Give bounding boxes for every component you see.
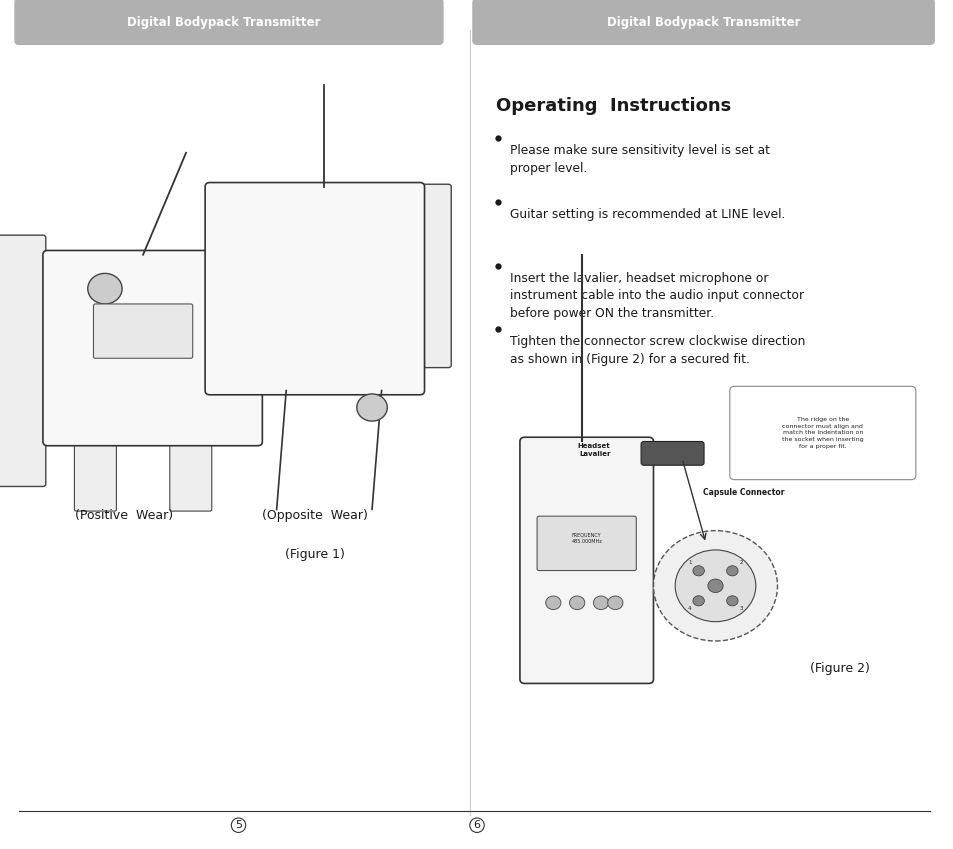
Circle shape [726, 565, 738, 576]
FancyBboxPatch shape [472, 0, 934, 45]
Circle shape [569, 596, 584, 610]
Text: Capsule Connector: Capsule Connector [702, 487, 784, 497]
Text: 2: 2 [739, 560, 742, 565]
Text: Headset
Lavalier: Headset Lavalier [578, 443, 610, 457]
Circle shape [593, 596, 608, 610]
Circle shape [726, 596, 738, 606]
FancyBboxPatch shape [0, 235, 46, 486]
Text: 4: 4 [687, 606, 691, 611]
Text: Insert the lavalier, headset microphone or
instrument cable into the audio input: Insert the lavalier, headset microphone … [510, 272, 803, 320]
Circle shape [692, 565, 703, 576]
FancyBboxPatch shape [640, 441, 703, 465]
FancyBboxPatch shape [205, 183, 424, 395]
Text: (Opposite  Wear): (Opposite Wear) [262, 509, 367, 522]
FancyBboxPatch shape [729, 386, 915, 480]
Text: Operating  Instructions: Operating Instructions [496, 97, 731, 115]
Text: FREQUENCY
485.000MHz: FREQUENCY 485.000MHz [571, 533, 601, 543]
Text: Guitar setting is recommended at LINE level.: Guitar setting is recommended at LINE le… [510, 208, 785, 221]
FancyBboxPatch shape [537, 516, 636, 571]
Circle shape [607, 596, 622, 610]
Circle shape [356, 394, 387, 421]
Circle shape [692, 596, 703, 606]
Circle shape [545, 596, 560, 610]
Text: (Figure 2): (Figure 2) [809, 662, 868, 675]
Circle shape [653, 531, 777, 641]
FancyBboxPatch shape [397, 184, 451, 368]
FancyBboxPatch shape [170, 423, 212, 511]
Circle shape [88, 273, 122, 304]
Text: 6: 6 [473, 820, 480, 830]
Text: Tighten the connector screw clockwise direction
as shown in (Figure 2) for a sec: Tighten the connector screw clockwise di… [510, 335, 805, 366]
Text: Please make sure sensitivity level is set at
proper level.: Please make sure sensitivity level is se… [510, 144, 770, 175]
Text: 3: 3 [739, 606, 742, 611]
FancyBboxPatch shape [519, 437, 653, 683]
FancyBboxPatch shape [93, 304, 193, 358]
Text: 1: 1 [687, 560, 691, 565]
Text: Digital Bodypack Transmitter: Digital Bodypack Transmitter [128, 16, 320, 29]
Text: (Positive  Wear): (Positive Wear) [75, 509, 172, 522]
Circle shape [675, 550, 755, 621]
Text: The ridge on the
connector must align and
match the indentation on
the socket wh: The ridge on the connector must align an… [781, 418, 862, 448]
Text: (Figure 1): (Figure 1) [285, 548, 344, 560]
FancyBboxPatch shape [43, 250, 262, 446]
Text: Digital Bodypack Transmitter: Digital Bodypack Transmitter [607, 16, 800, 29]
FancyBboxPatch shape [74, 423, 116, 511]
FancyBboxPatch shape [14, 0, 443, 45]
Text: 5: 5 [234, 820, 242, 830]
Circle shape [707, 579, 722, 593]
